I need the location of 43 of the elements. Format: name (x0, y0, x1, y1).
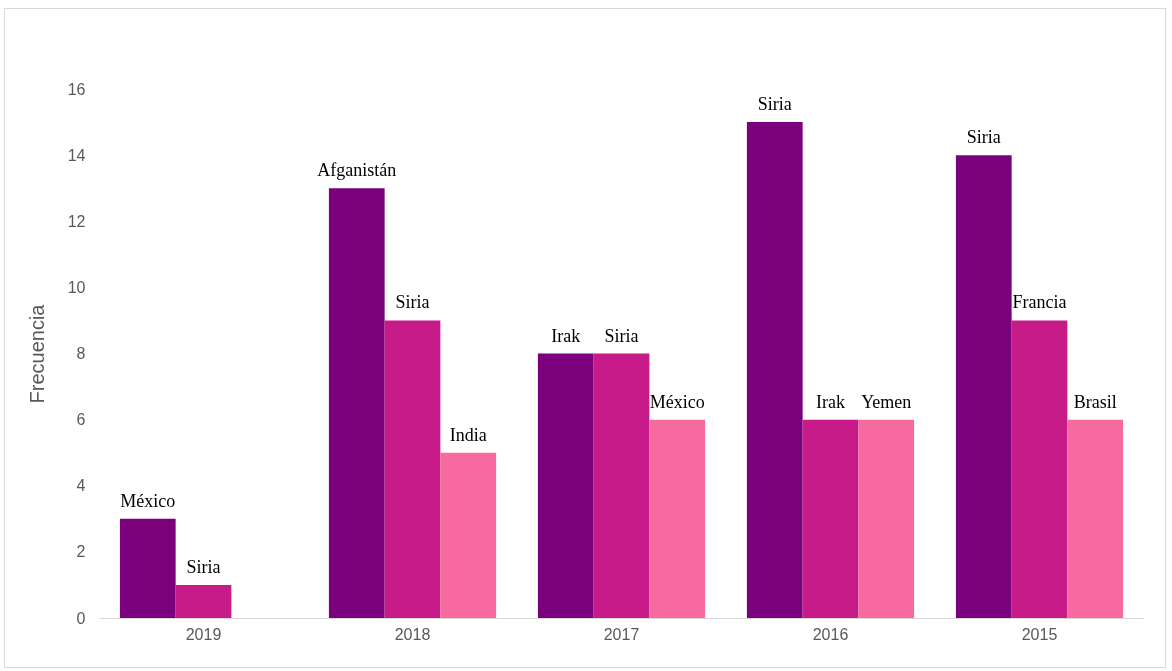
y-tick-label: 6 (76, 411, 86, 429)
bar (1011, 320, 1068, 618)
data-label: Siria (966, 127, 1001, 148)
data-label: India (449, 424, 487, 445)
x-tick-label: 2018 (394, 625, 431, 643)
bar (746, 122, 803, 618)
bar (593, 353, 650, 618)
bar (955, 155, 1012, 618)
x-tick-label: 2017 (603, 625, 640, 643)
bar (858, 419, 915, 618)
y-tick-label: 2 (76, 543, 86, 561)
data-label: Brasil (1073, 391, 1117, 412)
y-tick-label: 8 (76, 345, 86, 362)
data-label: Siria (757, 94, 792, 115)
y-tick-label: 14 (67, 146, 86, 164)
bar (649, 419, 706, 618)
y-tick-label: 10 (67, 278, 86, 296)
y-tick-label: 16 (67, 80, 86, 98)
data-label: México (649, 391, 705, 412)
y-tick-label: 0 (76, 609, 86, 627)
data-label: México (120, 490, 176, 511)
x-tick-label: 2015 (1021, 625, 1058, 643)
data-label: Siria (395, 292, 430, 313)
bar (119, 518, 176, 618)
x-tick-label: 2019 (185, 625, 222, 643)
x-tick-label: 2016 (812, 625, 849, 643)
data-label: Siria (604, 325, 639, 346)
y-axis-title: Frecuencia (25, 303, 48, 404)
bar (175, 584, 232, 618)
bar (802, 419, 859, 618)
bar (537, 353, 594, 618)
data-label: Francia (1012, 292, 1067, 313)
bar (384, 320, 441, 618)
data-label: Afganistán (317, 160, 397, 181)
y-tick-label: 12 (67, 212, 86, 230)
y-tick-label: 4 (76, 477, 86, 495)
bar (328, 188, 385, 618)
data-label: Siria (186, 556, 221, 577)
bar (1067, 419, 1124, 618)
bar (440, 452, 497, 618)
data-label: Irak (816, 391, 845, 412)
data-label: Irak (551, 325, 581, 346)
data-label: Yemen (861, 391, 912, 412)
